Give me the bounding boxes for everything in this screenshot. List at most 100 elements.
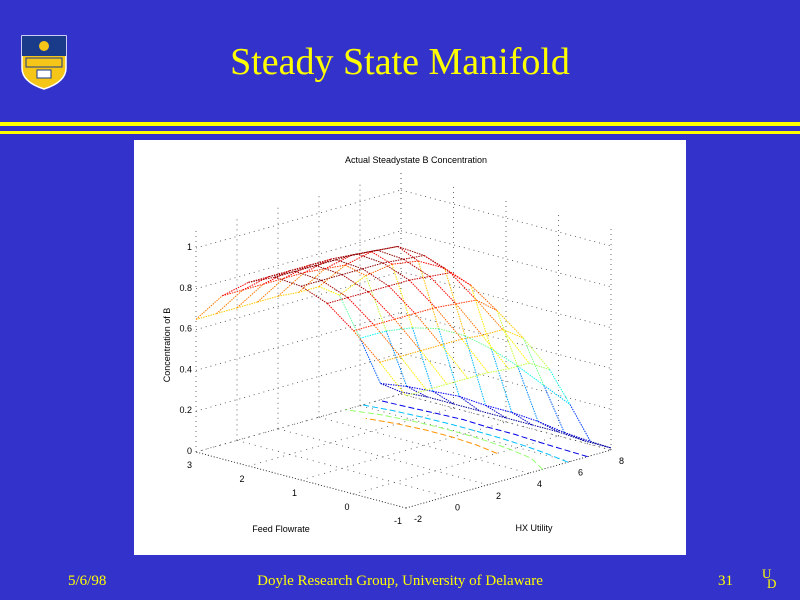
- mesh-segment: [347, 297, 375, 326]
- mesh-segment: [406, 385, 434, 392]
- mesh-segment: [379, 355, 401, 363]
- grid-line: [195, 352, 402, 412]
- mesh-segment: [537, 420, 565, 433]
- mesh-segment: [408, 279, 436, 308]
- mesh-segment: [470, 285, 492, 349]
- mesh-segment: [380, 382, 407, 387]
- contour-line: [345, 409, 544, 470]
- tick-labels: 0 0.2 0.4 0.6 0.8 1 3 2 1 0 -1 -2 0 2 4 6 8: [179, 242, 624, 526]
- grid-line: [195, 189, 402, 249]
- z-tick-label: 0.6: [179, 324, 192, 334]
- mesh-segment: [350, 249, 378, 256]
- y-axis-label: HX Utility: [515, 523, 553, 533]
- mesh-segment: [321, 274, 343, 281]
- contour-line: [378, 399, 588, 458]
- mesh-segment: [263, 270, 290, 285]
- mesh-segment: [479, 410, 507, 419]
- mesh-segment: [336, 253, 357, 261]
- mesh-segment: [341, 268, 363, 276]
- mesh-segment: [458, 395, 481, 412]
- mesh-segment: [399, 356, 427, 391]
- mesh-segment: [394, 312, 416, 320]
- mesh-segment: [277, 291, 299, 297]
- mesh-segment: [417, 260, 440, 329]
- chart-title: Actual Steadystate B Concentration: [345, 155, 487, 165]
- mesh-segment: [359, 330, 387, 339]
- mesh-segment: [590, 441, 612, 449]
- mesh-segment: [522, 337, 550, 370]
- contour-line: [365, 417, 498, 454]
- mesh-segment: [236, 283, 264, 309]
- mesh-segment: [502, 329, 530, 364]
- slide-number: 31: [718, 573, 733, 589]
- mesh-segment: [324, 264, 346, 270]
- mesh-segment: [432, 390, 454, 405]
- mesh-segment: [318, 286, 340, 296]
- mesh-segment: [423, 255, 445, 269]
- grid-line: [400, 393, 612, 451]
- mesh-segment: [446, 377, 468, 385]
- mesh-segment: [400, 391, 428, 398]
- mesh-segment: [257, 295, 279, 303]
- mesh-segment: [268, 270, 296, 278]
- mesh-segment: [564, 432, 591, 442]
- mesh-segment: [353, 330, 381, 363]
- grid-line: [236, 440, 448, 497]
- mesh-segment: [406, 385, 428, 398]
- grid-line: [400, 189, 612, 247]
- grid-line: [277, 428, 489, 486]
- mesh-segment: [391, 260, 419, 265]
- mesh-segment: [300, 285, 328, 304]
- grid-line: [195, 230, 402, 290]
- mesh-segment: [423, 255, 451, 274]
- mesh-segment: [222, 289, 243, 297]
- mesh-segment: [461, 334, 483, 340]
- footer-date: 5/6/98: [68, 573, 107, 589]
- mesh-segment: [482, 329, 503, 336]
- mesh-segment: [467, 372, 489, 379]
- grid-line: [359, 405, 571, 462]
- plot-panel: 0 0.2 0.4 0.6 0.8 1 3 2 1 0 -1 -2 0 2 4 6 8 Actual Stead…: [134, 140, 686, 555]
- mesh-segment: [248, 276, 275, 283]
- mesh-segment: [309, 259, 337, 266]
- mesh-segment: [373, 318, 395, 326]
- mesh-segment: [569, 404, 591, 442]
- mesh-segment: [274, 276, 302, 287]
- mesh-segment: [289, 265, 316, 272]
- mesh-segment: [356, 249, 378, 255]
- y-tick-label: 4: [537, 479, 542, 489]
- mesh-segment: [295, 265, 316, 272]
- mesh-segment: [409, 275, 430, 281]
- y-tick-label: 8: [619, 456, 624, 466]
- z-tick-label: 0: [187, 446, 192, 456]
- x-tick-label: 3: [187, 460, 192, 470]
- grid-line: [318, 416, 530, 474]
- mesh-segment: [418, 260, 445, 269]
- mesh-segment: [549, 369, 571, 405]
- grid-line: [405, 449, 612, 509]
- z-axis-label: Concentration of B: [162, 308, 172, 383]
- mesh-segment: [432, 390, 460, 397]
- mesh-segment: [511, 411, 533, 426]
- mesh-segment: [403, 258, 431, 277]
- y-tick-label: 0: [455, 502, 460, 512]
- mesh-segment: [511, 411, 539, 422]
- grid-line: [195, 393, 402, 453]
- mesh-segment: [438, 328, 466, 337]
- mesh-segment: [470, 284, 498, 311]
- x-tick-label: 0: [344, 502, 349, 512]
- mesh-segment: [371, 245, 398, 253]
- contour-line: [362, 404, 569, 463]
- z-tick-label: 0.8: [179, 283, 192, 293]
- mesh-segment: [304, 268, 325, 274]
- grid-line: [195, 451, 407, 509]
- mesh-segment: [394, 318, 422, 352]
- mesh-segment: [397, 245, 425, 256]
- mesh-segment: [326, 303, 354, 332]
- mesh-segment: [449, 272, 477, 301]
- mesh-segment: [405, 389, 427, 397]
- mesh-segment: [295, 270, 322, 281]
- mesh-segment: [476, 299, 498, 312]
- z-tick-label: 0.4: [179, 364, 192, 374]
- mesh-segment: [382, 258, 404, 264]
